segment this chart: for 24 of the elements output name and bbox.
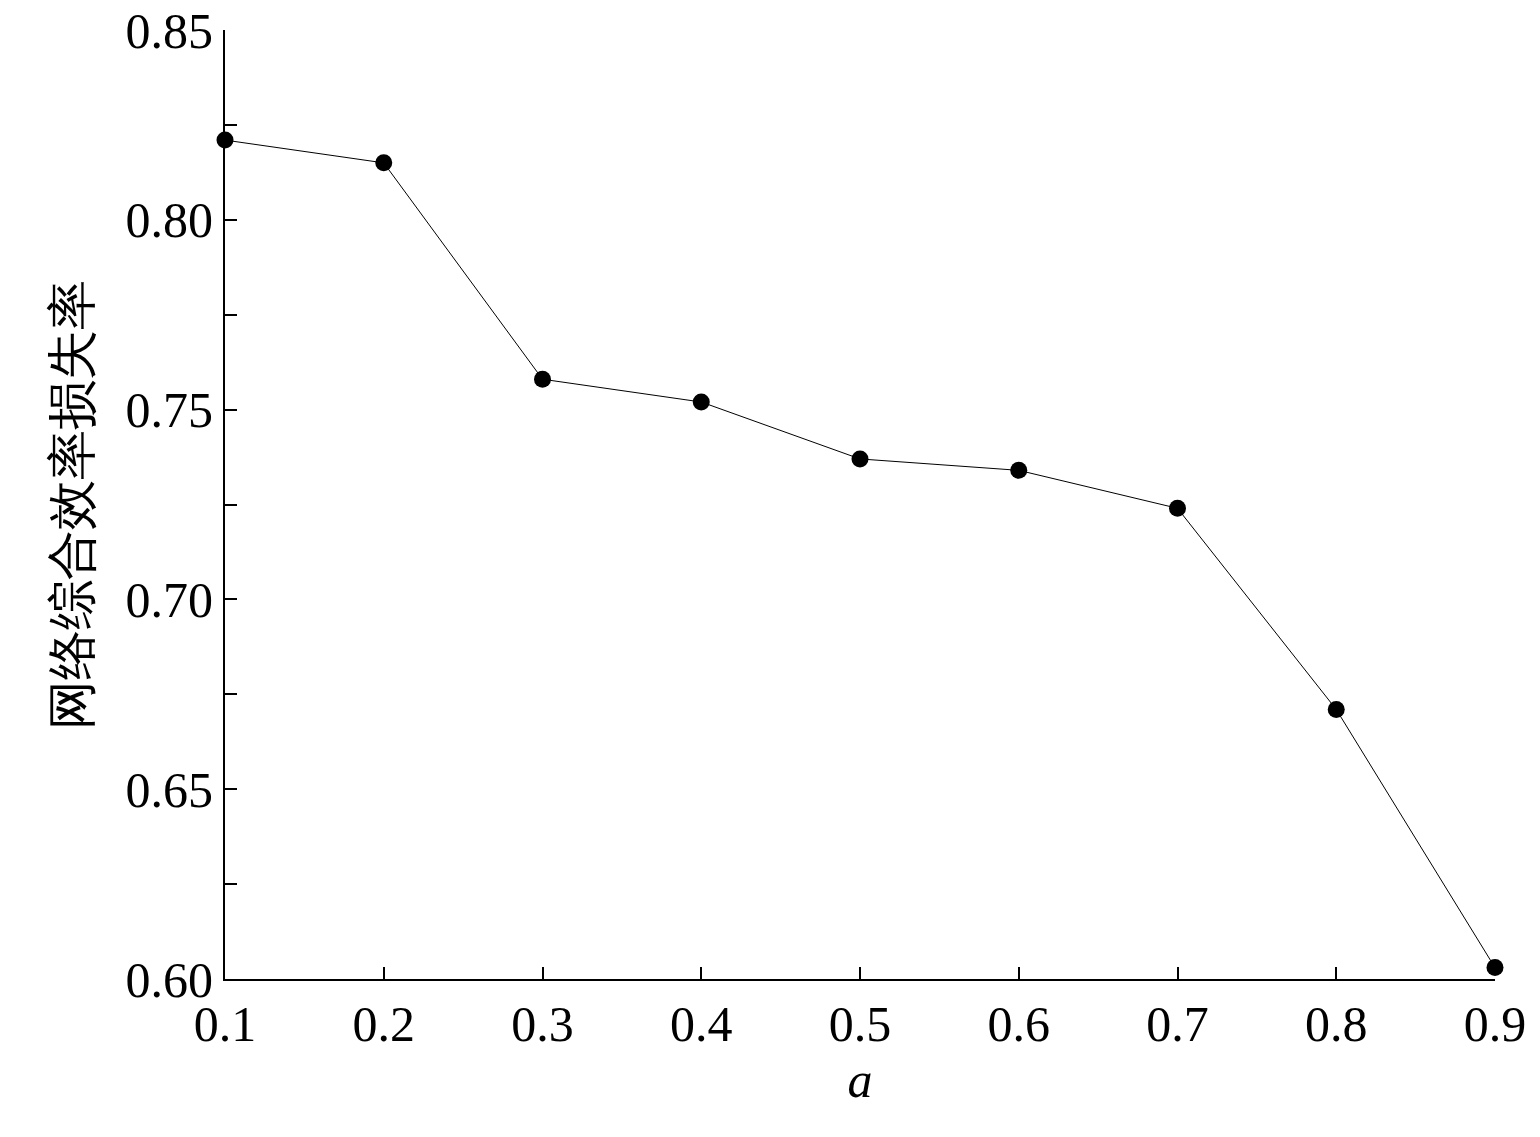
y-tick-label: 0.60 (125, 951, 213, 1008)
y-tick-label: 0.70 (125, 571, 213, 628)
x-tick-label: 0.7 (1146, 996, 1209, 1052)
point (692, 393, 710, 411)
point (1327, 700, 1345, 718)
x-tick-label: 0.6 (987, 996, 1050, 1052)
x-tick-label: 0.8 (1305, 996, 1368, 1052)
y-tick-label: 0.80 (125, 192, 213, 249)
x-tick-label: 0.5 (828, 996, 892, 1052)
x-tick-label: 0.3 (511, 996, 574, 1052)
point (1010, 461, 1028, 479)
x-tick-label: 0.9 (1463, 996, 1527, 1052)
point (851, 450, 869, 468)
x-axis-title: a (847, 1052, 873, 1108)
y-tick-label: 0.65 (125, 761, 213, 818)
y-tick-label: 0.85 (125, 2, 213, 59)
y-tick-label: 0.75 (125, 382, 213, 439)
y-axis-title: 网络综合效率损失率 (44, 279, 100, 730)
point (1486, 959, 1504, 977)
x-tick-label: 0.4 (670, 996, 733, 1052)
x-tick-label: 0.2 (352, 996, 415, 1052)
point (534, 370, 551, 388)
point (1169, 499, 1186, 517)
point (375, 154, 393, 172)
